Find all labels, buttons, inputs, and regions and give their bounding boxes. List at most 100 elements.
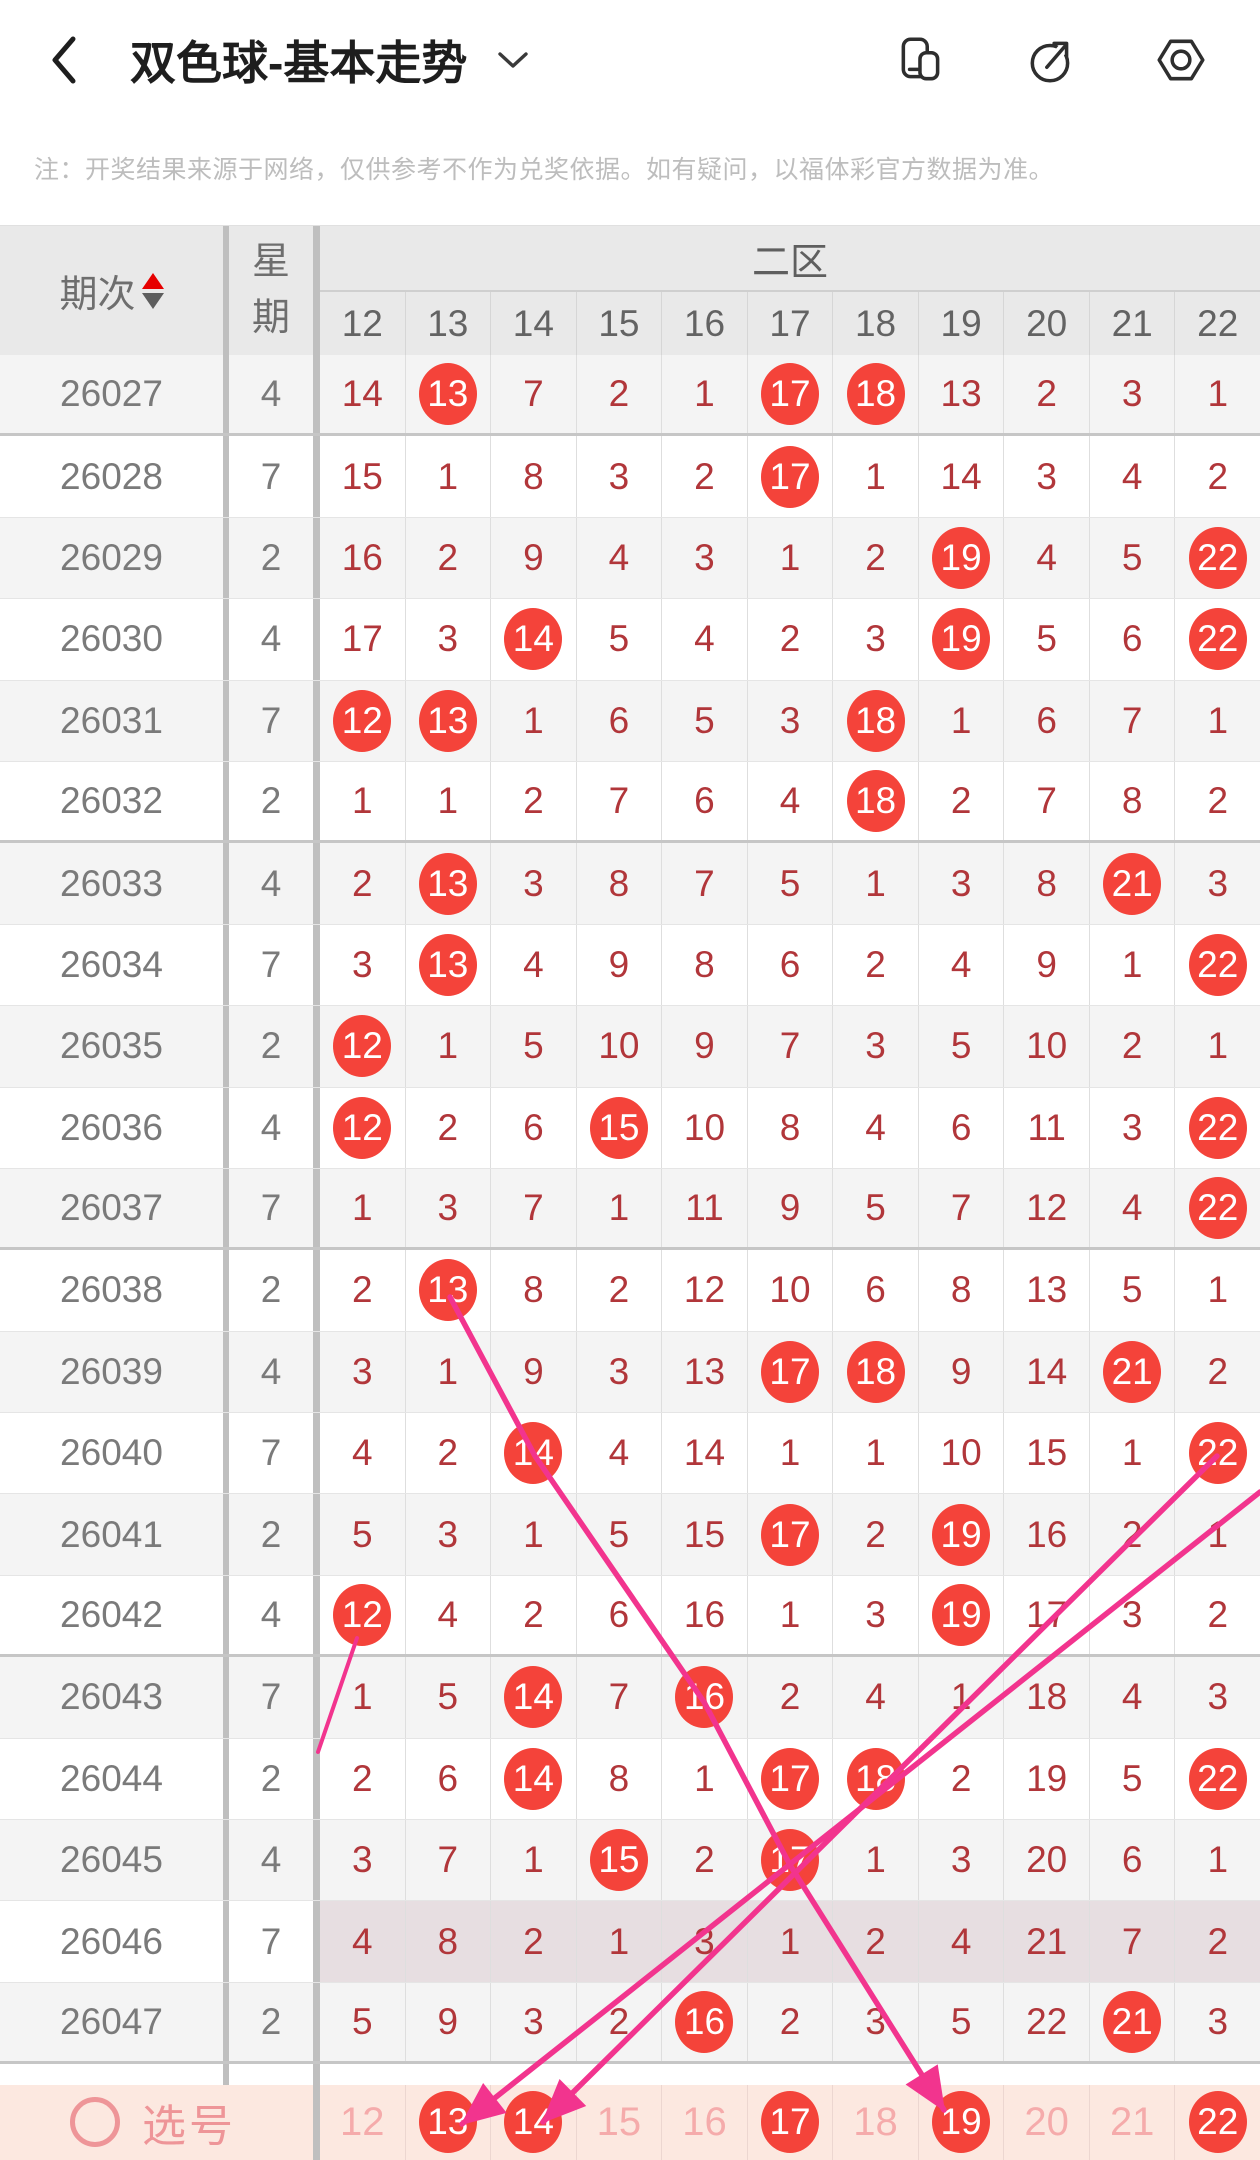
selection-circle-icon[interactable] xyxy=(70,2097,120,2148)
ball-hit-circle[interactable]: 19 xyxy=(932,2091,991,2154)
ball-miss-cell: 14 xyxy=(919,436,1005,517)
ball-hit-circle: 18 xyxy=(846,770,905,833)
ball-hit-circle: 19 xyxy=(932,1584,991,1647)
ball-miss-cell[interactable]: 18 xyxy=(833,2084,919,2160)
ball-miss-cell: 1 xyxy=(1207,1269,1229,1311)
ball-hit-circle: 22 xyxy=(1188,1422,1247,1485)
ball-miss-cell[interactable]: 16 xyxy=(662,2084,748,2160)
ball-miss-cell: 1 xyxy=(406,1331,492,1413)
ball-hit-cell: 18 xyxy=(833,355,919,434)
ball-hit-cell[interactable]: 22 xyxy=(1175,2085,1260,2160)
ball-miss-cell: 4 xyxy=(577,1413,663,1494)
week-cell: 7 xyxy=(229,680,320,761)
ball-miss-cell: 2 xyxy=(577,355,663,434)
ball-miss-cell: 2 xyxy=(577,1982,663,2062)
ball-miss-cell: 5 xyxy=(320,1982,406,2062)
ball-miss-cell[interactable]: 15 xyxy=(577,2084,663,2160)
ball-hit-circle: 22 xyxy=(1188,526,1247,589)
trend-row: 26032 2 1 1 2 7 6 4 18 2 7 8 2 xyxy=(0,761,1260,844)
ball-miss-cell: 1 xyxy=(577,1168,663,1248)
week-cell: 2 xyxy=(229,517,320,599)
trend-row: 26046 7 4 8 2 1 3 1 2 4 21 7 2 xyxy=(0,1901,1260,1983)
ball-hit-cell[interactable]: 17 xyxy=(748,2084,834,2160)
ball-miss-cell[interactable]: 21 xyxy=(1090,2084,1176,2160)
ball-miss-cell: 1 xyxy=(1207,1025,1229,1067)
week-cell: 4 xyxy=(229,1820,320,1901)
week-cell: 2 xyxy=(229,1738,320,1820)
ball-hit-cell: 16 xyxy=(662,1982,748,2062)
ball-hit-circle: 19 xyxy=(932,608,991,671)
ball-number-headers: 12 13 14 15 16 17 18 19 20 21 22 xyxy=(320,292,1260,355)
trend-row: 26043 7 1 5 14 7 16 2 4 1 18 4 3 xyxy=(0,1657,1260,1739)
ball-column-header: 15 xyxy=(577,292,663,355)
ball-miss-cell: 9 xyxy=(662,1006,748,1087)
ball-miss-cell: 6 xyxy=(662,761,748,841)
ball-miss-cell[interactable]: 12 xyxy=(320,2084,406,2160)
ball-miss-cell: 1 xyxy=(1090,1413,1176,1494)
share-icon[interactable] xyxy=(1024,33,1078,87)
ball-hit-circle: 13 xyxy=(418,1259,477,1322)
ball-column-header: 16 xyxy=(662,292,748,355)
ball-hit-cell: 18 xyxy=(833,1331,919,1413)
period-column-header[interactable]: 期次 xyxy=(0,226,229,355)
ball-miss-cell: 9 xyxy=(748,1168,834,1248)
ball-miss-cell: 3 xyxy=(1090,1575,1176,1655)
ball-hit-circle[interactable]: 13 xyxy=(418,2091,477,2154)
ball-miss-cell: 4 xyxy=(662,599,748,680)
ball-miss-cell: 12 xyxy=(662,1250,748,1331)
period-header-label: 期次 xyxy=(59,274,136,316)
ball-hit-cell: 14 xyxy=(491,1413,577,1494)
ball-hit-circle: 16 xyxy=(675,1666,734,1729)
week-header-char: 期 xyxy=(251,296,290,339)
ball-column-header: 19 xyxy=(919,292,1005,355)
week-cell: 2 xyxy=(229,1006,320,1087)
ball-miss-cell: 8 xyxy=(1090,761,1176,841)
ball-hit-circle: 22 xyxy=(1188,1177,1247,1240)
ball-hit-cell: 16 xyxy=(662,1657,748,1738)
ball-hit-cell: 12 xyxy=(320,1006,406,1087)
ball-hit-cell: 14 xyxy=(491,599,577,680)
week-cell: 7 xyxy=(229,1657,320,1738)
ball-miss-cell: 2 xyxy=(833,1494,919,1575)
ball-miss-cell: 10 xyxy=(577,1006,663,1087)
back-button[interactable] xyxy=(50,35,78,85)
ball-miss-cell: 7 xyxy=(748,1006,834,1087)
settings-icon[interactable] xyxy=(1154,33,1208,87)
period-cell: 26036 xyxy=(0,1087,229,1168)
period-cell: 26042 xyxy=(0,1575,229,1655)
ball-column-header: 22 xyxy=(1197,302,1239,344)
ball-miss-cell: 20 xyxy=(1004,1820,1090,1901)
week-cell: 4 xyxy=(229,1575,320,1655)
ball-miss-cell: 3 xyxy=(1090,1087,1176,1168)
trend-row: 26029 2 16 2 9 4 3 1 2 19 4 5 22 xyxy=(0,517,1260,600)
ball-hit-circle: 12 xyxy=(333,689,392,752)
ball-hit-cell: 13 xyxy=(406,924,492,1006)
topbar-actions xyxy=(894,33,1208,87)
ball-hit-cell: 17 xyxy=(748,1494,834,1575)
ball-hit-cell[interactable]: 19 xyxy=(919,2084,1005,2160)
ball-hit-cell[interactable]: 13 xyxy=(406,2084,492,2160)
page-title-dropdown[interactable]: 双色球-基本走势 xyxy=(130,27,529,93)
ball-miss-cell: 13 xyxy=(1004,1250,1090,1331)
ball-miss-cell: 7 xyxy=(577,1657,663,1738)
ball-miss-cell: 9 xyxy=(491,1331,577,1413)
ball-hit-circle: 14 xyxy=(504,608,563,671)
ball-miss-cell: 1 xyxy=(320,1168,406,1248)
multi-window-icon[interactable] xyxy=(894,33,948,87)
ball-hit-circle: 17 xyxy=(761,445,819,508)
ball-hit-circle[interactable]: 22 xyxy=(1188,2091,1247,2154)
ball-miss-cell: 14 xyxy=(1004,1331,1090,1413)
ball-miss-cell: 3 xyxy=(1207,1676,1229,1718)
disclaimer-text: 注：开奖结果来源于网络，仅供参考不作为兑奖依据。如有疑问，以福体彩官方数据为准。 xyxy=(34,156,1055,184)
trend-row: 26040 7 4 2 14 4 14 1 1 10 15 1 22 xyxy=(0,1413,1260,1495)
sort-control[interactable] xyxy=(141,272,164,309)
ball-hit-circle[interactable]: 17 xyxy=(761,2091,819,2154)
ball-hit-cell: 22 xyxy=(1175,1739,1260,1819)
ball-hit-circle[interactable]: 14 xyxy=(504,2091,563,2154)
ball-miss-cell: 16 xyxy=(320,517,406,599)
ball-miss-cell[interactable]: 20 xyxy=(1004,2084,1090,2160)
ball-miss-cell: 2 xyxy=(833,924,919,1006)
ball-miss-cell: 4 xyxy=(1090,1168,1176,1248)
ball-miss-cell: 15 xyxy=(1004,1413,1090,1494)
ball-hit-cell[interactable]: 14 xyxy=(491,2084,577,2160)
